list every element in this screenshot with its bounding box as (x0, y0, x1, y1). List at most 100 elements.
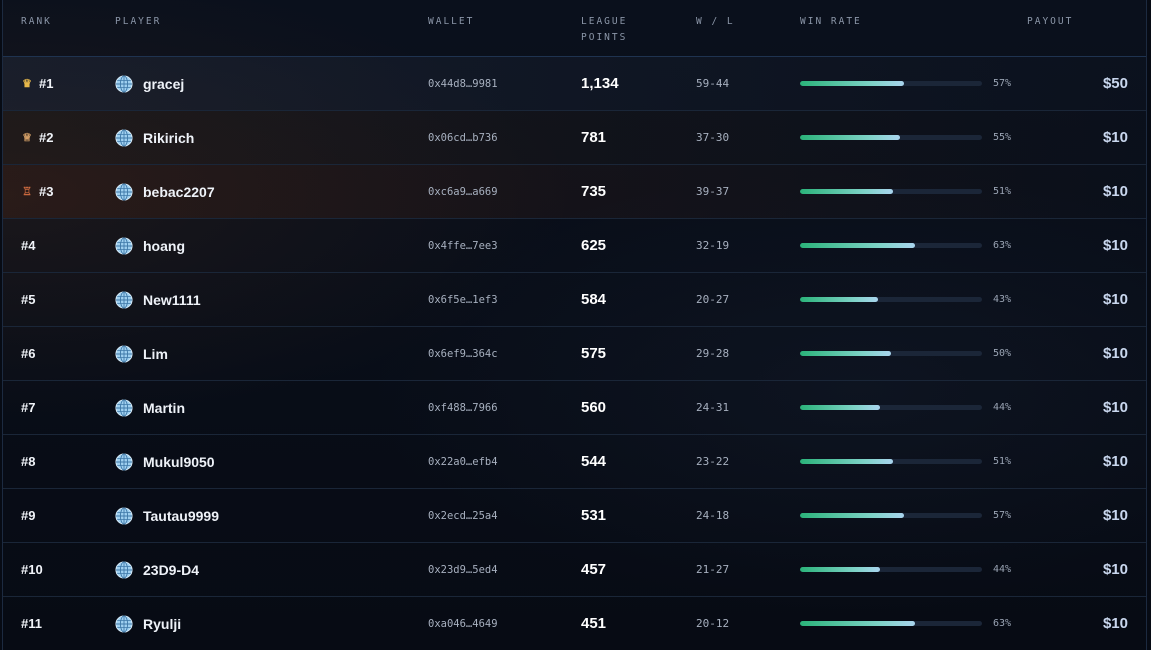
league-points: 457 (581, 561, 607, 578)
win-rate-bar (800, 81, 982, 86)
player-name[interactable]: hoang (143, 237, 185, 254)
table-row[interactable]: #9 Tautau9999 0x2ecd…25a4 531 24-18 57% $10 (3, 489, 1146, 543)
league-points: 625 (581, 237, 607, 254)
win-rate-bar (800, 189, 982, 194)
win-rate-label: 57% (993, 78, 1012, 89)
wallet-address[interactable]: 0x06cd…b736 (428, 131, 498, 144)
wallet-address[interactable]: 0x2ecd…25a4 (428, 509, 498, 522)
table-row[interactable]: ♕ #2 Rikirich 0x06cd…b736 781 37-30 55% $10 (3, 111, 1146, 165)
player-name[interactable]: gracej (143, 75, 185, 92)
win-rate-label: 63% (993, 240, 1012, 251)
rank-label: #8 (21, 454, 36, 469)
win-loss: 32-19 (696, 239, 730, 252)
win-rate-cell: 43% (800, 273, 1011, 326)
player-name[interactable]: Ryulji (143, 615, 182, 632)
wallet-address[interactable]: 0x23d9…5ed4 (428, 563, 498, 576)
payout-amount: $10 (1102, 399, 1128, 416)
rank-label: #5 (21, 292, 36, 307)
player-name[interactable]: 23D9-D4 (143, 561, 200, 578)
header-wl[interactable]: W / L (696, 16, 735, 27)
win-rate-fill (800, 135, 901, 140)
win-rate-fill (800, 81, 904, 86)
win-rate-bar (800, 513, 982, 518)
win-loss: 39-37 (696, 185, 730, 198)
player-name[interactable]: Lim (143, 345, 168, 362)
table-row[interactable]: #5 New1111 0x6f5e…1ef3 584 20-27 43% $10 (3, 273, 1146, 327)
wallet-address[interactable]: 0xf488…7966 (428, 401, 498, 414)
table-row[interactable]: ♛ #1 gracej 0x44d8…9981 1,134 59-44 57% $50 (3, 57, 1146, 111)
league-points: 584 (581, 291, 607, 308)
header-player[interactable]: PLAYER (115, 16, 162, 27)
player-cell[interactable]: Rikirich (115, 111, 194, 164)
win-rate-cell: 63% (800, 219, 1011, 272)
player-cell[interactable]: Martin (115, 381, 185, 434)
table-row[interactable]: #8 Mukul9050 0x22a0…efb4 544 23-22 51% $10 (3, 435, 1146, 489)
player-cell[interactable]: Lim (115, 327, 168, 380)
wallet-address[interactable]: 0x4ffe…7ee3 (428, 239, 498, 252)
globe-icon (115, 236, 133, 255)
player-name[interactable]: Tautau9999 (143, 507, 219, 524)
win-rate-bar (800, 567, 982, 572)
player-cell[interactable]: Tautau9999 (115, 489, 219, 542)
wallet-address[interactable]: 0x44d8…9981 (428, 77, 498, 90)
win-rate-bar (800, 297, 982, 302)
win-loss: 21-27 (696, 563, 730, 576)
rank-cell: #8 (21, 435, 35, 488)
win-loss: 37-30 (696, 131, 730, 144)
player-cell[interactable]: New1111 (115, 273, 201, 326)
table-row[interactable]: #4 hoang 0x4ffe…7ee3 625 32-19 63% $10 (3, 219, 1146, 273)
rook-icon: ♖ (22, 186, 32, 198)
win-rate-label: 51% (993, 186, 1012, 197)
player-name[interactable]: bebac2207 (143, 183, 215, 200)
player-name[interactable]: Martin (143, 399, 185, 416)
win-loss: 59-44 (696, 77, 730, 90)
globe-icon (115, 452, 133, 471)
player-cell[interactable]: bebac2207 (115, 165, 215, 218)
globe-icon (115, 614, 133, 633)
league-points: 735 (581, 183, 607, 200)
player-cell[interactable]: Mukul9050 (115, 435, 215, 488)
win-rate-cell: 51% (800, 165, 1011, 218)
wallet-address[interactable]: 0x6f5e…1ef3 (428, 293, 498, 306)
win-rate-cell: 51% (800, 435, 1011, 488)
league-points: 544 (581, 453, 607, 470)
wallet-address[interactable]: 0x22a0…efb4 (428, 455, 498, 468)
globe-icon (115, 128, 133, 147)
header-wallet[interactable]: WALLET (428, 16, 475, 27)
league-points: 560 (581, 399, 607, 416)
win-rate-cell: 57% (800, 57, 1011, 110)
win-loss: 20-12 (696, 617, 730, 630)
wallet-address[interactable]: 0x6ef9…364c (428, 347, 498, 360)
player-cell[interactable]: gracej (115, 57, 184, 110)
rank-cell: ♕ #2 (21, 111, 53, 164)
wallet-address[interactable]: 0xa046…4649 (428, 617, 498, 630)
player-cell[interactable]: Ryulji (115, 597, 181, 650)
rank-label: #7 (21, 400, 36, 415)
player-name[interactable]: New1111 (143, 291, 201, 308)
win-rate-cell: 63% (800, 597, 1011, 650)
table-row[interactable]: ♖ #3 bebac2207 0xc6a9…a669 735 39-37 51% $10 (3, 165, 1146, 219)
table-row[interactable]: #7 Martin 0xf488…7966 560 24-31 44% $10 (3, 381, 1146, 435)
globe-icon (115, 344, 133, 363)
rank-cell: #4 (21, 219, 35, 272)
payout-amount: $10 (1102, 237, 1128, 254)
player-name[interactable]: Rikirich (143, 129, 195, 146)
header-payout[interactable]: PAYOUT (1027, 16, 1074, 27)
globe-icon (115, 506, 133, 525)
league-points: 575 (581, 345, 607, 362)
header-win-rate[interactable]: WIN RATE (800, 16, 862, 27)
player-cell[interactable]: 23D9-D4 (115, 543, 199, 596)
win-rate-label: 43% (993, 294, 1012, 305)
header-league-points[interactable]: LEAGUE POINTS (581, 16, 628, 43)
payout-amount: $10 (1102, 183, 1128, 200)
wallet-address[interactable]: 0xc6a9…a669 (428, 185, 498, 198)
table-row[interactable]: #6 Lim 0x6ef9…364c 575 29-28 50% $10 (3, 327, 1146, 381)
table-row[interactable]: #11 Ryulji 0xa046…4649 451 20-12 63% $10 (3, 597, 1146, 650)
header-rank[interactable]: RANK (21, 16, 52, 27)
table-row[interactable]: #10 23D9-D4 0x23d9…5ed4 457 21-27 44% $10 (3, 543, 1146, 597)
player-cell[interactable]: hoang (115, 219, 185, 272)
player-name[interactable]: Mukul9050 (143, 453, 215, 470)
table-body: ♛ #1 gracej 0x44d8…9981 1,134 59-44 57% $50 ♕ #2 R… (3, 57, 1146, 650)
rank-cell: ♛ #1 (21, 57, 53, 110)
